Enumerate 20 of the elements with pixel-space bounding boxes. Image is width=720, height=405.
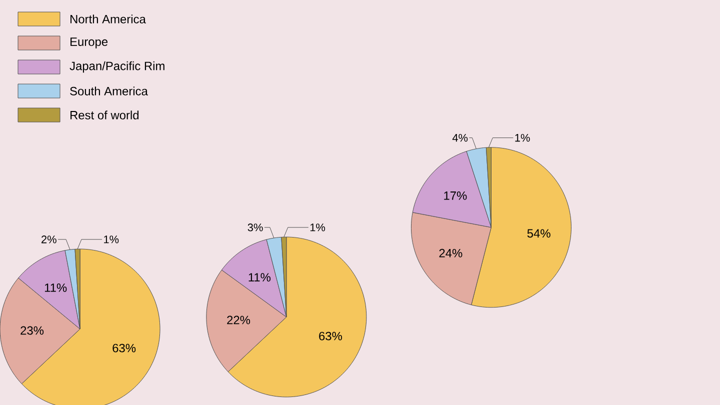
data-label: 17% <box>444 191 467 200</box>
legend-label: Japan/Pacific Rim <box>70 61 164 73</box>
data-label: 2% <box>42 236 56 244</box>
data-label: 63% <box>112 344 136 352</box>
legend-label: North America <box>70 14 146 24</box>
data-label: 11% <box>44 284 67 292</box>
data-label: 1% <box>310 224 326 232</box>
data-label: 24% <box>439 248 462 258</box>
data-label: 1% <box>104 236 119 244</box>
data-label: 54% <box>527 229 550 238</box>
legend-label: Europe <box>70 38 108 48</box>
data-label: 63% <box>319 332 342 340</box>
legend-label: Rest of world <box>70 110 138 120</box>
data-label: 22% <box>227 316 250 324</box>
data-label: 1% <box>515 134 530 142</box>
legend-label: South America <box>70 86 148 96</box>
data-label: 11% <box>248 273 271 282</box>
data-label: 3% <box>248 224 263 232</box>
data-label: 23% <box>20 326 44 335</box>
data-label: 4% <box>452 134 468 142</box>
